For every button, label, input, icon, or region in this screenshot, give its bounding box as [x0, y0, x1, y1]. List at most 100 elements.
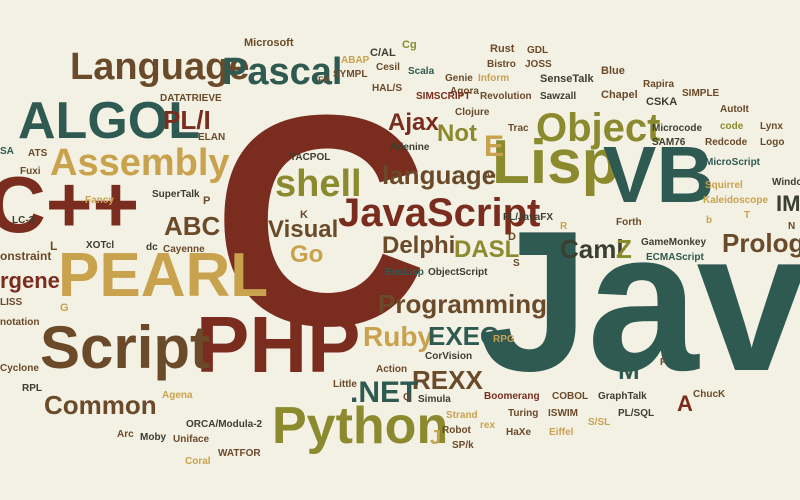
word-cska: CSKA: [646, 96, 678, 108]
word-d: D: [508, 231, 516, 243]
word-microcode: Microcode: [652, 123, 703, 134]
word-language-lc: language: [382, 160, 497, 190]
word-blue: Blue: [601, 65, 625, 77]
word-rex: rex: [480, 420, 496, 431]
word-sam76: SAM76: [652, 137, 686, 148]
word-notation: notation: [0, 317, 40, 328]
word-z: Z: [616, 234, 632, 264]
word-exec: EXEC: [428, 321, 499, 351]
word-eiffel: Eiffel: [549, 427, 574, 438]
word-php: PHP: [196, 300, 361, 389]
word-turing: Turing: [508, 408, 539, 419]
word-e: E: [484, 130, 505, 163]
word-fl-javafx: FL/JavaFX: [503, 212, 554, 223]
word-lss: LISS: [0, 297, 23, 308]
word-c: C: [212, 52, 429, 388]
word-window: Window: [772, 177, 800, 188]
word-pl-sql: PL/SQL: [618, 408, 655, 419]
word-robot: Robot: [442, 425, 471, 436]
word-autoit: AutoIt: [720, 104, 749, 115]
word-assembly: Assembly: [50, 142, 230, 184]
word-a-plus: A+: [484, 170, 496, 180]
word-logo: Logo: [760, 137, 785, 148]
word-go: Go: [290, 241, 324, 268]
word-im: IM: [776, 191, 800, 216]
word-fuxi: Fuxi: [20, 166, 41, 177]
word-rapira: Rapira: [643, 79, 675, 90]
word-b: b: [706, 215, 713, 226]
word-xotcl: XOTcl: [86, 240, 115, 251]
word-object: Object: [536, 106, 661, 150]
word-watfor: WATFOR: [218, 448, 261, 459]
word-gamemonkey: GameMonkey: [641, 237, 707, 248]
word-little: Little: [333, 379, 357, 390]
word-language: Language: [70, 46, 250, 88]
word-common: Common: [44, 390, 157, 420]
word-javascript: JavaScript: [338, 191, 541, 235]
word-ecmascript: ECMAScript: [646, 252, 704, 263]
word-algol: ALGOL: [18, 92, 200, 150]
word-delphi: Delphi: [382, 232, 456, 259]
word-simula: Simula: [418, 394, 451, 405]
word-j: J: [430, 427, 442, 449]
word-s-sl: S/SL: [588, 417, 611, 428]
word-cpp: C++: [0, 160, 140, 249]
word-f: F: [660, 357, 667, 368]
word-supertalk: SuperTalk: [152, 189, 200, 200]
word-l: L: [50, 239, 58, 253]
word-abap: ABAP: [341, 55, 370, 66]
word-constraint: onstraint: [0, 249, 52, 263]
word-not: Not: [437, 120, 477, 147]
word-q: Q: [403, 392, 411, 403]
word-lisp: Lisp: [492, 128, 620, 197]
word-chuck: ChucK: [693, 389, 726, 400]
word-t: T: [744, 210, 751, 221]
word-pascal: Pascal: [222, 51, 343, 93]
word-uniface: Uniface: [173, 434, 210, 445]
word-euslisp: EusLisp: [385, 267, 424, 278]
word-strand: Strand: [446, 410, 478, 421]
word-microsoft: Microsoft: [244, 37, 294, 49]
word-coral: Coral: [185, 456, 211, 467]
word-m: M: [618, 355, 640, 385]
word-objectscript: ObjectScript: [428, 267, 488, 278]
word-vb: VB: [603, 130, 715, 219]
word-forth: Forth: [616, 217, 642, 228]
word-sp-k: SP/k: [452, 440, 474, 451]
word-inform: Inform: [478, 73, 510, 84]
word-script: Script: [40, 314, 211, 381]
word-hal-s: HAL/S: [372, 83, 402, 94]
word-s: S: [513, 258, 520, 269]
word-microscript: MicroScript: [705, 157, 761, 168]
word-sensetalk: SenseTalk: [540, 73, 594, 85]
word-agena: Agena: [162, 390, 193, 401]
word-prolog: Prolog: [722, 228, 800, 258]
word-adenine: Adenine: [390, 142, 430, 153]
word-redcode: Redcode: [705, 137, 748, 148]
word-java: Java: [478, 190, 800, 413]
word-sympl: SYMPL: [333, 69, 368, 80]
word-cobol: COBOL: [552, 391, 589, 402]
word-p: P: [203, 195, 211, 207]
word-lc3: LC-3: [12, 215, 35, 226]
word-haxe: HaXe: [506, 427, 532, 438]
word-r: R: [560, 221, 568, 232]
word-shell: shell: [275, 163, 362, 205]
word-moby: Moby: [140, 432, 167, 443]
word-abc: ABC: [164, 211, 221, 241]
word-kaleidoscope: Kaleidoscope: [703, 195, 769, 206]
word-visual: Visual: [268, 216, 339, 243]
word-chapel: Chapel: [601, 89, 638, 101]
word-action: Action: [376, 364, 408, 375]
word-genie: Genie: [445, 73, 473, 84]
word-iswim: ISWIM: [548, 408, 578, 419]
word-scala: Scala: [408, 66, 435, 77]
word-rexx: REXX: [412, 365, 483, 395]
word-cesil: Cesil: [376, 62, 400, 73]
word-pl-i: PL/I: [163, 105, 211, 135]
word-gdl: GDL: [527, 45, 549, 56]
word-sawzall: Sawzall: [540, 91, 577, 102]
word-pearl: PEARL: [58, 241, 269, 310]
word-dc: dc: [146, 242, 158, 253]
word-clojure: Clojure: [455, 107, 490, 118]
